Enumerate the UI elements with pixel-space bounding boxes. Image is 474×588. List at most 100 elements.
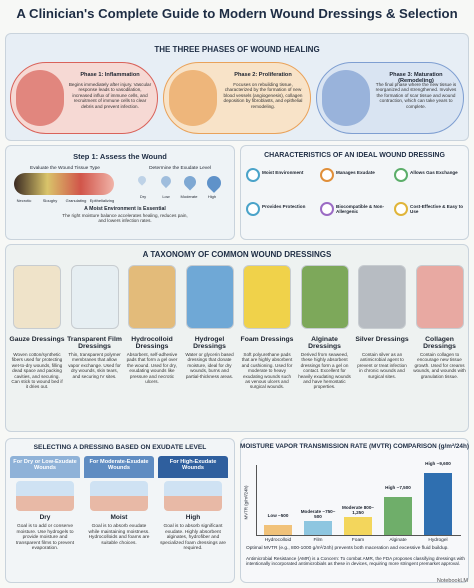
- ideal-icon: [246, 202, 260, 216]
- amr-note: Antimicrobial Resistance (AMR) is a Conc…: [246, 556, 465, 567]
- column-header: For High-Exudate Wounds: [158, 456, 228, 478]
- axis: [256, 535, 461, 536]
- exudate-label: High: [207, 194, 217, 199]
- dressing-text: Soft polyurethane pads that are highly a…: [241, 352, 293, 390]
- dressing-image: [300, 265, 349, 329]
- tissue-label: Necrotic: [16, 198, 32, 203]
- column-text: Goal is to absorb exudate while maintain…: [88, 524, 150, 546]
- skin-image: [16, 481, 74, 511]
- bar-value-label: High ~7,500: [385, 485, 411, 490]
- phase-illustration: [322, 70, 370, 126]
- level-label: Dry: [39, 514, 51, 521]
- exudate-label: Low: [162, 194, 170, 199]
- ideal-icon: [246, 168, 260, 182]
- dressing-text: Water or glycerin based dressings that d…: [185, 352, 234, 379]
- dressing-image: [70, 265, 119, 329]
- bar: [344, 517, 372, 535]
- dressing-name: Alginate Dressings: [308, 336, 341, 351]
- tissue-label: Granulating: [65, 198, 87, 203]
- dressing-name: Hydrocolloid Dressings: [131, 336, 173, 351]
- phase-illustration: [16, 70, 64, 126]
- ideal-icon: [320, 202, 334, 216]
- tissue-label: Epithelializing: [89, 198, 115, 203]
- section-heading: THE THREE PHASES OF WOUND HEALING: [154, 45, 320, 54]
- phase-title: Phase 2: Proliferation: [234, 72, 292, 78]
- dressing-name: Transparent Film Dressings: [67, 336, 122, 351]
- bar: [264, 525, 292, 535]
- ideal-label: Moist Environment: [262, 170, 304, 175]
- column-text: Goal is to absorb significant exudate. H…: [160, 524, 226, 552]
- ideal-icon: [394, 168, 408, 182]
- brand: NotebookLM: [436, 578, 468, 584]
- chart-note: Optimal MVTR (e.g., 800-1000 g/m²/24h) p…: [246, 546, 449, 551]
- dressing-image: [128, 265, 176, 329]
- moist-text: The right moisture balance accelerates h…: [62, 213, 188, 224]
- exudate-label: Moderate: [180, 194, 198, 199]
- y-axis-label: MVTR (g/m²/24h): [243, 485, 249, 520]
- chart-title: MOISTURE VAPOR TRANSMISSION RATE (MVTR) …: [240, 443, 469, 450]
- dressing-name: Gauze Dressings: [9, 336, 65, 343]
- ideal-label: Manages Exudate: [336, 170, 375, 175]
- bar: [424, 473, 452, 535]
- dressing-text: Absorbent, self-adhesive pads that form …: [126, 352, 178, 385]
- bar-category: Foam: [351, 538, 365, 543]
- bar-value-label: Low ~500: [267, 513, 289, 518]
- level-label: Moist: [110, 514, 128, 521]
- wound-image: [14, 173, 114, 195]
- dressing-name: Foam Dressings: [240, 336, 294, 343]
- ideal-label: Cost-Effective & Easy to Use: [410, 204, 464, 214]
- dressing-image: [13, 265, 61, 329]
- section-heading: Step 1: Assess the Wound: [73, 152, 167, 161]
- bar-value-label: Moderate 800–1,250: [342, 505, 374, 515]
- bar-value-label: Moderate ~750–500: [300, 509, 336, 519]
- bar-value-label: High ~9,600: [425, 461, 451, 466]
- moist-title: A Moist Environment is Essential: [84, 206, 166, 212]
- section-heading: CHARACTERISTICS OF AN IDEAL WOUND DRESSI…: [264, 152, 445, 159]
- dressing-image: [185, 265, 234, 329]
- column-header: For Dry or Low-Exudate Wounds: [10, 456, 80, 478]
- section-heading: SELECTING A DRESSING BASED ON EXUDATE LE…: [33, 444, 207, 451]
- dressing-image: [243, 265, 291, 329]
- dressing-text: Thin, transparent polymer membranes that…: [68, 352, 121, 379]
- axis: [256, 465, 257, 535]
- ideal-label: Allows Gas Exchange: [410, 170, 458, 175]
- level-label: High: [185, 514, 201, 521]
- subheading: Evaluate the Wound Tissue Type: [30, 166, 100, 171]
- exudate-label: Dry: [139, 194, 147, 199]
- dressing-name: Silver Dressings: [355, 336, 409, 343]
- column-text: Goal is to add or conserve moisture. Use…: [15, 524, 75, 552]
- dressing-image: [358, 265, 406, 329]
- bar-category: Hydrocolloid: [264, 538, 292, 543]
- phase-title: Phase 1: Inflammation: [80, 72, 140, 78]
- phase-text: Focuses on rebuilding tissue, characteri…: [223, 82, 303, 109]
- dressing-name: Hydrogel Dressings: [193, 336, 226, 351]
- dressing-text: Contain collagen to encourage new tissue…: [413, 352, 466, 379]
- ideal-label: Biocompatible & Non-Allergenic: [336, 204, 384, 214]
- bar-category: Hydrogel: [428, 538, 448, 543]
- dressing-text: Woven cotton/synthetic fibers used for p…: [11, 352, 63, 390]
- dressing-text: Contain silver as an antimicrobial agent…: [357, 352, 407, 379]
- bar-category: Alginate: [389, 538, 407, 543]
- page-title: A Clinician's Complete Guide to Modern W…: [16, 6, 458, 21]
- bar: [304, 521, 332, 535]
- phase-title: Phase 3: Maturation (Remodeling): [389, 72, 443, 84]
- phase-illustration: [169, 70, 217, 126]
- subheading: Determine the Exudate Level: [149, 166, 211, 171]
- bar: [384, 497, 412, 535]
- dressing-text: Derived from seaweed, these highly absor…: [298, 352, 351, 390]
- column-header: For Moderate-Exudate Wounds: [84, 456, 154, 478]
- ideal-panel: [240, 145, 469, 240]
- ideal-icon: [320, 168, 334, 182]
- skin-image: [164, 481, 222, 511]
- tissue-label: Sloughy: [42, 198, 58, 203]
- phase-text: Begins immediately after injury. Vascula…: [68, 82, 152, 109]
- ideal-icon: [394, 202, 408, 216]
- dressing-image: [415, 265, 464, 329]
- skin-image: [90, 481, 148, 511]
- dressing-name: Collagen Dressings: [423, 336, 456, 351]
- bar-category: Film: [313, 538, 323, 543]
- ideal-label: Provides Protection: [262, 204, 306, 209]
- phase-text: The final phase where the new tissue is …: [375, 82, 457, 109]
- section-heading: A TAXONOMY OF COMMON WOUND DRESSINGS: [142, 250, 332, 259]
